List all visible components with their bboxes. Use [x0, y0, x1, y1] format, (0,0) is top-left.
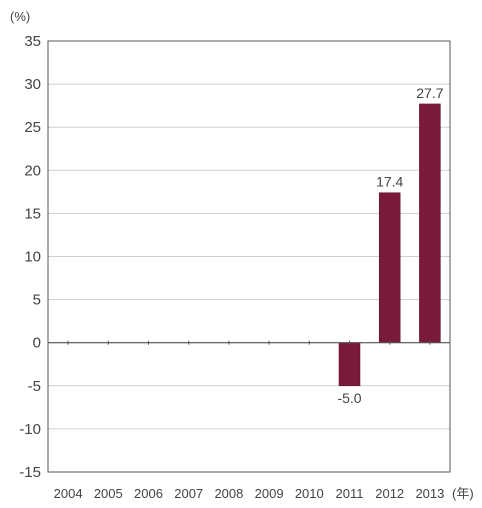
- x-unit-label: (年): [452, 486, 474, 501]
- bar: [419, 103, 441, 343]
- data-label: 27.7: [416, 85, 443, 101]
- x-tick-label: 2008: [214, 486, 243, 501]
- y-tick-label: 20: [24, 162, 41, 179]
- x-tick-label: 2011: [336, 486, 364, 501]
- x-tick-label: 2010: [295, 486, 324, 501]
- x-tick-label: 2006: [134, 486, 163, 501]
- data-label: -5.0: [337, 390, 361, 406]
- y-tick-label: 30: [24, 76, 41, 93]
- y-tick-label: -5: [28, 378, 41, 395]
- x-tick-label: 2009: [255, 486, 284, 501]
- zero-line: [48, 340, 450, 345]
- y-axis-ticks: 35 30 25 20 15 10 5 0 -5 -10 -15: [19, 33, 41, 481]
- y-tick-label: 15: [24, 205, 41, 222]
- x-tick-label: 2004: [54, 486, 83, 501]
- y-tick-label: 0: [33, 335, 41, 352]
- y-tick-label: 5: [33, 292, 41, 309]
- y-tick-label: 10: [24, 249, 41, 266]
- y-tick-label: 35: [24, 33, 41, 50]
- x-tick-label: 2007: [174, 486, 203, 501]
- y-tick-label: -10: [19, 421, 41, 438]
- bar: [338, 342, 361, 387]
- x-tick-label: 2005: [94, 486, 123, 501]
- y-unit-label: (%): [10, 9, 30, 24]
- y-tick-label: -15: [19, 464, 41, 481]
- x-tick-label: 2012: [375, 486, 404, 501]
- data-labels: -5.0 17.4 27.7: [337, 85, 443, 406]
- bar: [378, 192, 401, 343]
- bars: [338, 103, 441, 387]
- x-axis-ticks: 2004 2005 2006 2007 2008 2009 2010 2011 2012 2013: [54, 486, 445, 501]
- data-label: 17.4: [376, 174, 403, 190]
- x-tick-label: 2013: [415, 486, 444, 501]
- y-tick-label: 25: [24, 119, 41, 136]
- plot-frame: [47, 40, 451, 473]
